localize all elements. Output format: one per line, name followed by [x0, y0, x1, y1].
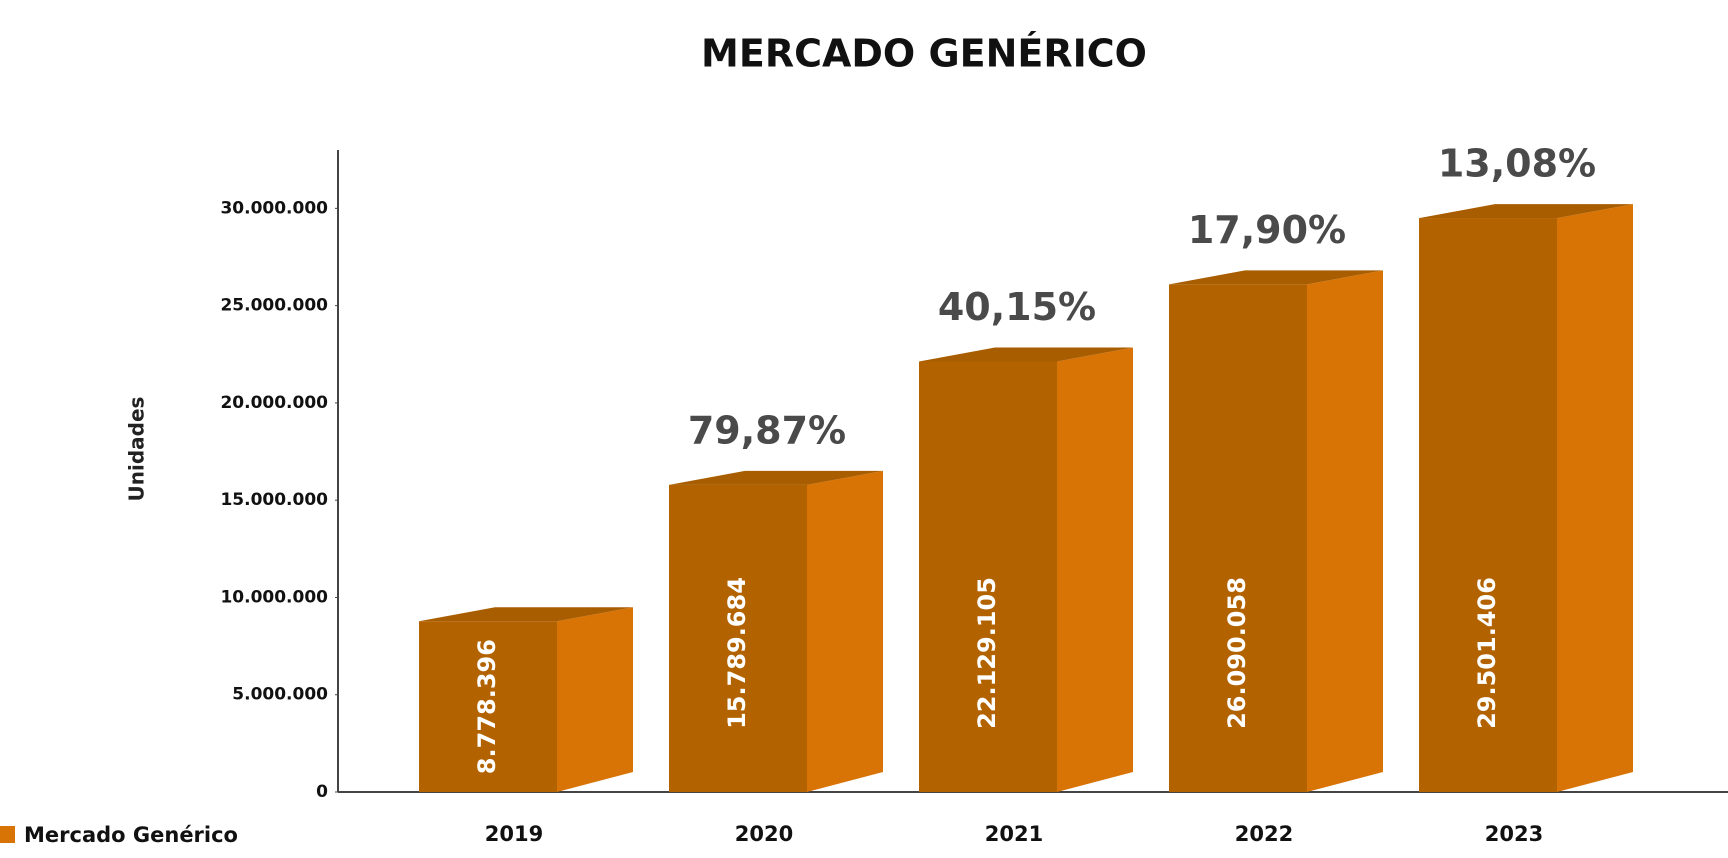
bar-top	[1419, 204, 1633, 219]
value-label: 22.129.105	[973, 577, 1001, 729]
bar-side	[557, 607, 633, 792]
y-axis-title: Unidades	[125, 397, 149, 502]
y-tick-label: 0	[316, 782, 328, 802]
legend-swatch	[0, 826, 15, 843]
annotation: 17,90%	[1188, 208, 1346, 252]
x-tick-label: 2019	[485, 822, 543, 846]
x-tick-label: 2021	[985, 822, 1043, 846]
bar	[419, 621, 557, 792]
bar-top	[919, 347, 1133, 362]
bar	[919, 361, 1057, 792]
bar-side	[1557, 204, 1633, 793]
x-tick-label: 2020	[735, 822, 793, 846]
value-label: 26.090.058	[1223, 577, 1251, 729]
bar-side	[1307, 270, 1383, 792]
chart-title: MERCADO GENÉRICO	[701, 32, 1147, 76]
bar	[1169, 284, 1307, 792]
y-tick-label: 25.000.000	[220, 296, 328, 316]
y-tick-label: 5.000.000	[232, 685, 328, 705]
x-tick-label: 2022	[1235, 822, 1293, 846]
annotation: 13,08%	[1438, 142, 1596, 186]
value-label: 8.778.396	[473, 639, 501, 774]
bar-side	[1057, 347, 1133, 792]
bar	[1419, 218, 1557, 793]
legend-label: Mercado Genérico	[24, 823, 238, 847]
annotation: 40,15%	[938, 285, 1096, 329]
y-tick-label: 20.000.000	[220, 393, 328, 413]
value-label: 29.501.406	[1473, 577, 1501, 729]
value-label: 15.789.684	[723, 577, 751, 729]
y-tick-label: 15.000.000	[220, 490, 328, 510]
x-tick-label: 2023	[1485, 822, 1543, 846]
y-tick-label: 30.000.000	[220, 198, 328, 218]
bar-side	[807, 470, 883, 792]
bar-top	[1169, 270, 1383, 285]
y-tick-label: 10.000.000	[220, 587, 328, 607]
annotation: 79,87%	[688, 408, 846, 452]
bar	[669, 484, 807, 792]
bar-top	[669, 470, 883, 485]
bar-top	[419, 607, 633, 622]
